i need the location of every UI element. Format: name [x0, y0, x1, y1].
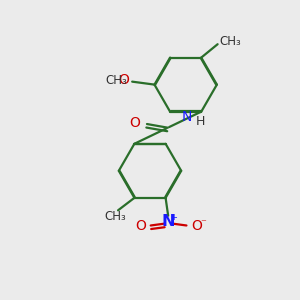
Text: CH₃: CH₃ [105, 210, 127, 223]
Text: CH₃: CH₃ [105, 74, 127, 87]
Text: CH₃: CH₃ [219, 35, 241, 48]
Text: O: O [191, 219, 202, 233]
Text: N: N [162, 214, 175, 229]
Text: N: N [182, 110, 192, 124]
Text: ⁻: ⁻ [200, 218, 206, 228]
Text: H: H [196, 115, 206, 128]
Text: +: + [170, 213, 177, 222]
Text: O: O [130, 116, 141, 130]
Text: O: O [118, 73, 129, 87]
Text: O: O [135, 219, 146, 233]
